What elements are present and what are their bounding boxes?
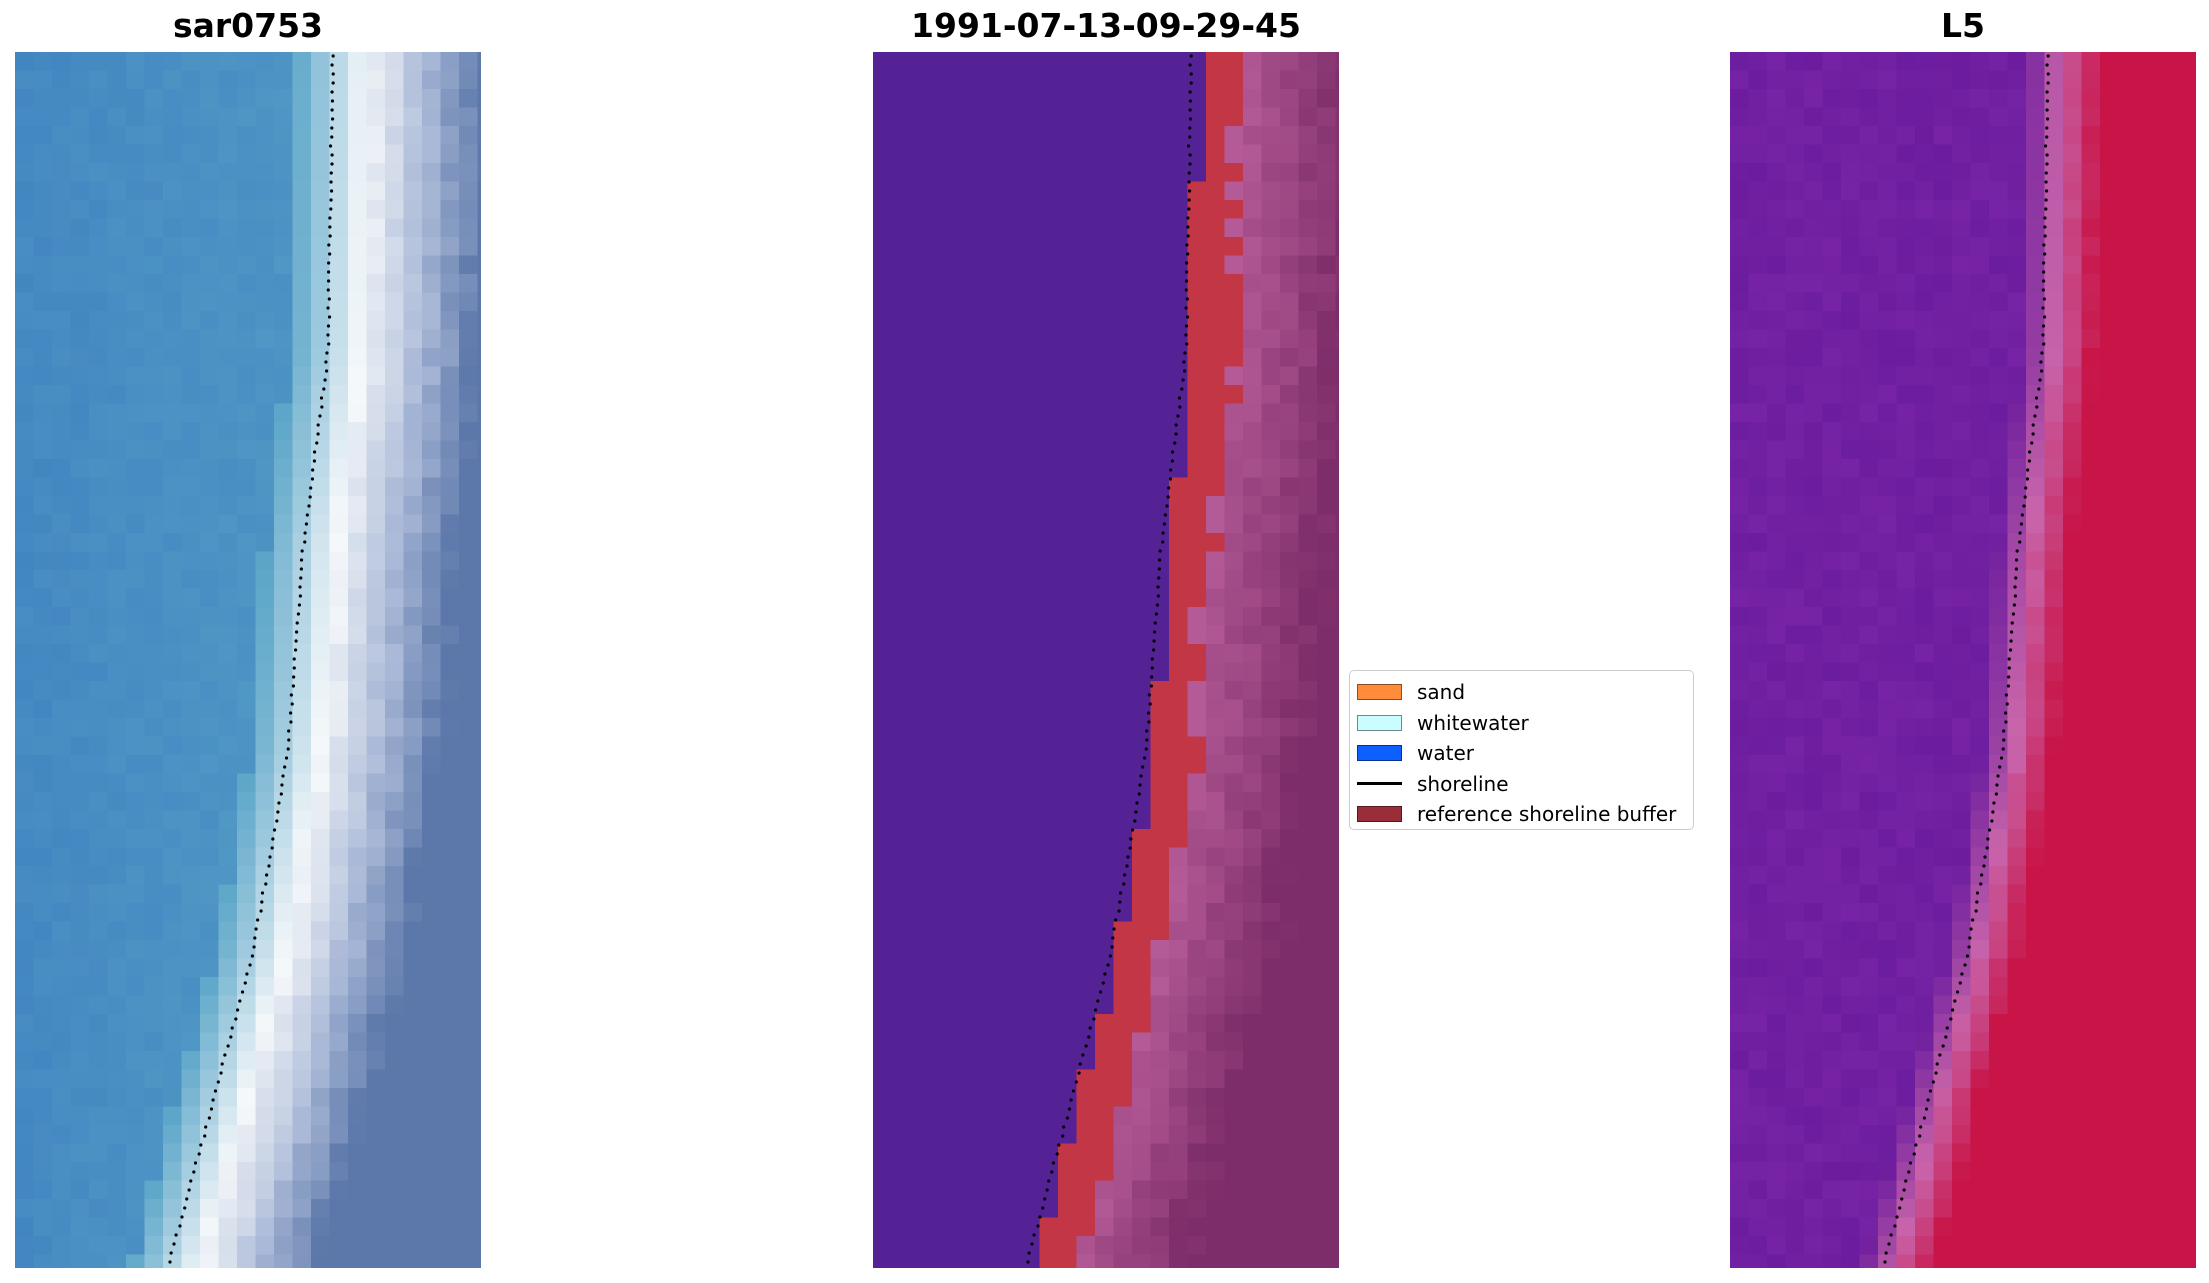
legend-item-water: water: [1350, 738, 1693, 769]
legend-label-reference-buffer: reference shoreline buffer: [1417, 802, 1677, 827]
legend: sand whitewater water shoreline referenc…: [1349, 670, 1694, 830]
index-image: [1730, 52, 2196, 1268]
legend-item-reference-buffer: reference shoreline buffer: [1350, 799, 1693, 830]
shoreline-points: [1026, 54, 1193, 1264]
panel-title-rgb: sar0753: [172, 6, 324, 45]
panel-title-satellite: L5: [1941, 6, 1985, 45]
legend-label-sand: sand: [1417, 680, 1466, 705]
classified-image: [873, 52, 1339, 1268]
classified-image-panel: [873, 52, 1339, 1268]
rgb-image-panel: [15, 52, 481, 1268]
legend-item-whitewater: whitewater: [1350, 708, 1693, 739]
rgb-image: [15, 52, 481, 1268]
legend-item-sand: sand: [1350, 677, 1693, 708]
legend-item-shoreline: shoreline: [1350, 769, 1693, 800]
reference-buffer-swatch: [1357, 806, 1402, 823]
panel-title-classified: 1991-07-13-09-29-45: [911, 6, 1301, 45]
index-image-panel: [1730, 52, 2196, 1268]
sand-swatch: [1357, 684, 1402, 701]
water-swatch: [1357, 745, 1402, 762]
shoreline-points: [168, 54, 335, 1264]
legend-label-shoreline: shoreline: [1417, 771, 1509, 796]
legend-label-whitewater: whitewater: [1417, 710, 1529, 735]
legend-label-water: water: [1417, 741, 1474, 766]
shoreline-points: [1883, 54, 2050, 1264]
whitewater-swatch: [1357, 714, 1402, 731]
shoreline-swatch: [1357, 782, 1402, 786]
